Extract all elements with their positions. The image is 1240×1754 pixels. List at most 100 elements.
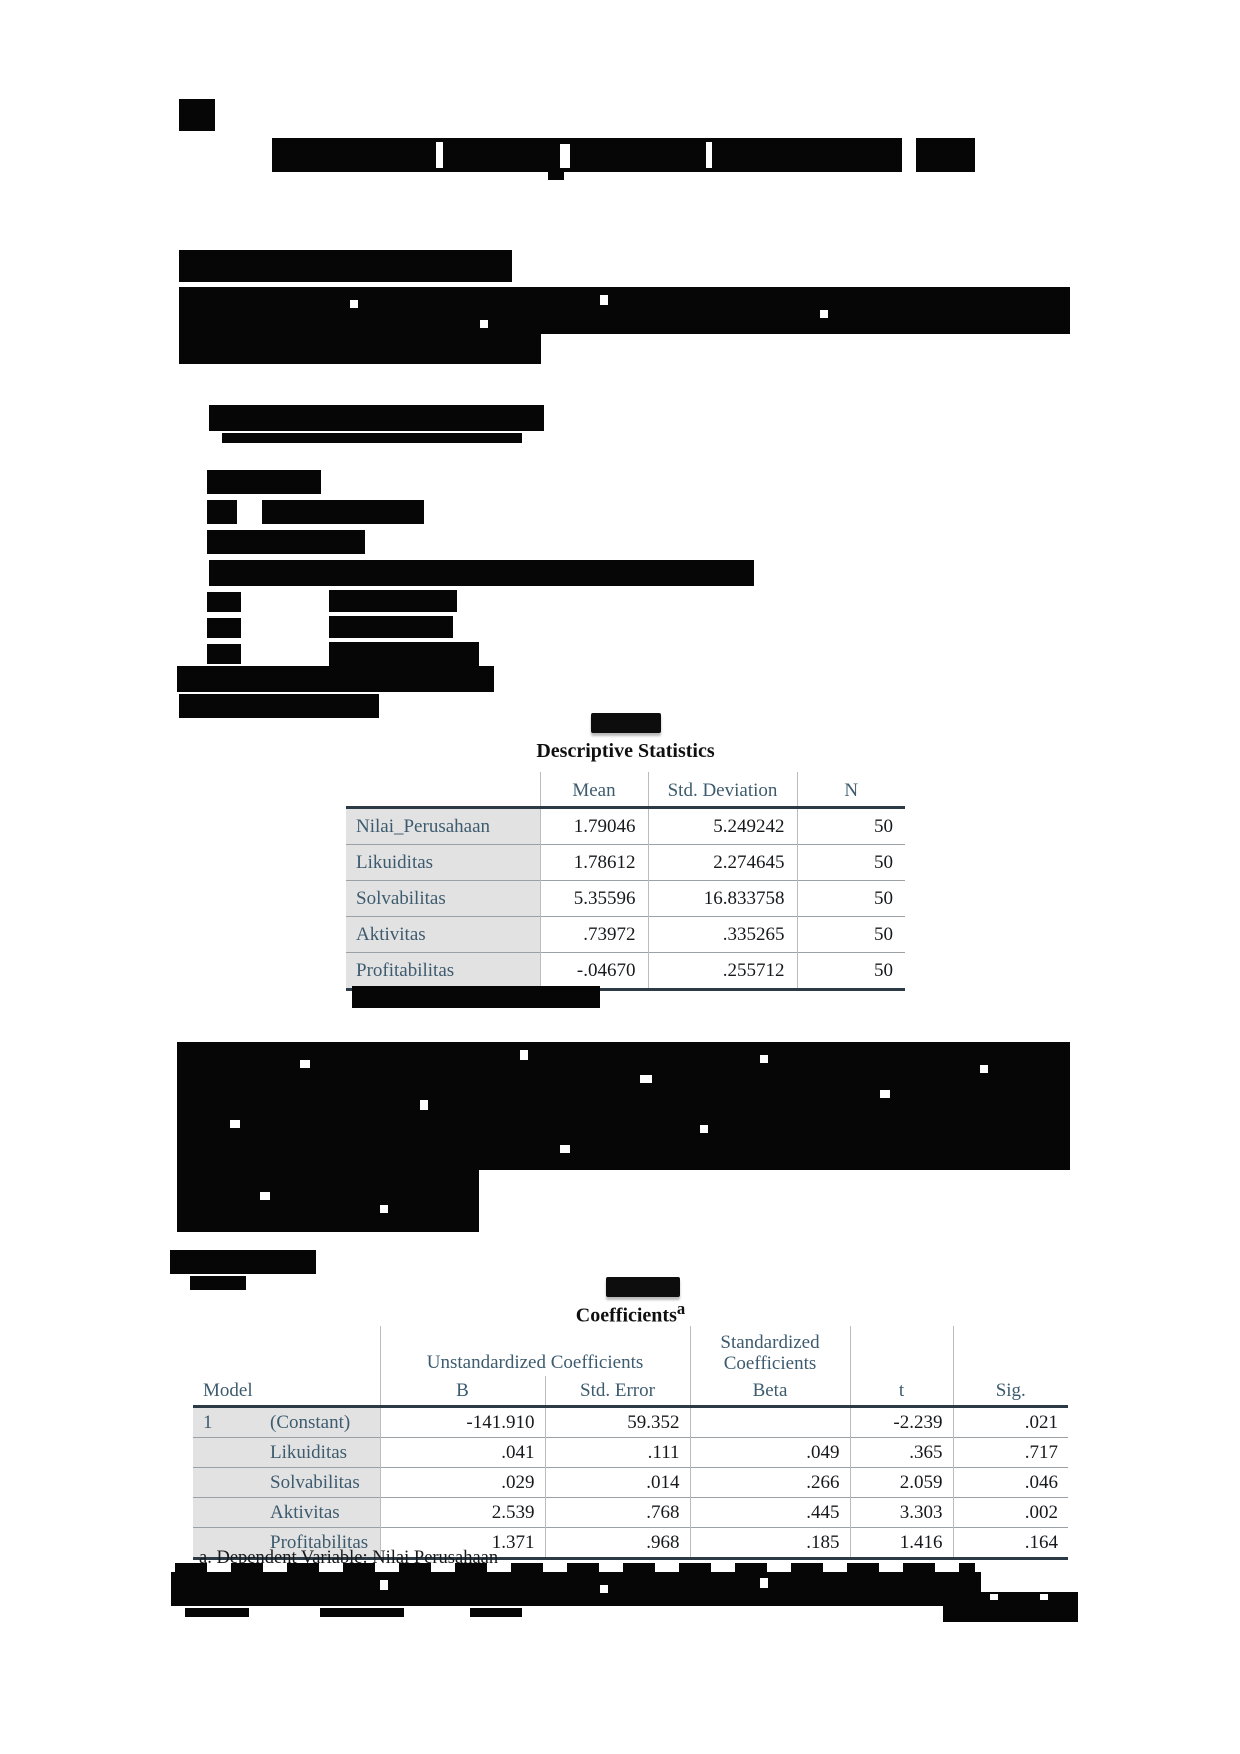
n-value: 50 [796, 806, 905, 845]
table-row: Solvabilitas .029 .014 .266 2.059 .046 [193, 1467, 1068, 1498]
redaction-list-item [329, 642, 479, 666]
table-row: Likuiditas 1.78612 2.274645 50 [346, 844, 905, 881]
redaction-list-item [262, 500, 424, 524]
redaction-paragraph-tail [177, 1170, 479, 1232]
n-value: 50 [796, 916, 905, 953]
mean-value: 1.78612 [539, 844, 648, 881]
beta-column-header: Beta [689, 1376, 850, 1408]
redaction-gap [640, 1075, 652, 1083]
redaction-heading-line2 [179, 694, 379, 718]
std-error-value: .968 [544, 1527, 690, 1560]
row-label: Nilai_Perusahaan [346, 806, 540, 845]
table-row: Solvabilitas 5.35596 16.833758 50 [346, 880, 905, 917]
redaction-square [179, 99, 215, 131]
mean-value: .73972 [539, 916, 648, 953]
coefficients-table-title: Coefficientsa [193, 1299, 1068, 1328]
redaction-heading [209, 405, 544, 431]
std-deviation-value: 5.249242 [647, 806, 797, 845]
redaction-gap [420, 1100, 428, 1110]
sig-value: .717 [952, 1437, 1068, 1468]
descriptive-statistics-table: Mean Std. Deviation N Nilai_Perusahaan 1… [346, 772, 905, 991]
t-value: 2.059 [849, 1467, 953, 1498]
b-value: .029 [379, 1467, 545, 1498]
redaction-gap [760, 1578, 768, 1588]
redaction-list-item [207, 618, 241, 638]
sig-value: .021 [952, 1406, 1068, 1438]
mean-value: 1.79046 [539, 806, 648, 845]
coefficients-table: Unstandardized Coefficients Standardized… [193, 1326, 1068, 1560]
row-label: Aktivitas [260, 1497, 380, 1528]
table-header-row: Model B Std. Error Beta t Sig. [193, 1376, 1068, 1408]
redaction-gap [230, 1120, 240, 1128]
redaction-paragraph [179, 287, 1070, 334]
redaction-ragged-edge [175, 1563, 975, 1572]
redaction-tail [185, 1608, 249, 1617]
column-header-mean: Mean [539, 772, 648, 808]
row-label: Profitabilitas [260, 1527, 380, 1560]
sig-value: .046 [952, 1467, 1068, 1498]
redaction-paragraph-tail [179, 334, 541, 364]
beta-value: .445 [689, 1497, 850, 1528]
redacted-table-label [606, 1277, 680, 1297]
redaction-right-chunk [943, 1592, 1078, 1622]
row-label: Likuiditas [260, 1437, 380, 1468]
table-row: Nilai_Perusahaan 1.79046 5.249242 50 [346, 806, 905, 845]
std-deviation-value: .255712 [647, 952, 797, 991]
coefficients-title-text: Coefficients [575, 1304, 677, 1327]
redaction-title-bar [272, 138, 975, 172]
redaction-list-item [207, 592, 241, 612]
std-error-column-header: Std. Error [544, 1376, 690, 1408]
redaction-bottom-bar [171, 1572, 981, 1606]
table-row: 1 (Constant) -141.910 59.352 -2.239 .021 [193, 1406, 1068, 1438]
beta-value: .049 [689, 1437, 850, 1468]
std-deviation-value: 2.274645 [647, 844, 797, 881]
b-column-header: B [379, 1376, 545, 1408]
model-number: 1 [193, 1406, 260, 1438]
b-value: .041 [379, 1437, 545, 1468]
beta-value [689, 1406, 850, 1438]
redaction-descender [548, 172, 564, 180]
redaction-gap [902, 138, 916, 172]
mean-value: 5.35596 [539, 880, 648, 917]
redaction-heading [170, 1250, 316, 1274]
redaction-table-source [352, 986, 600, 1008]
redaction-gap [300, 1060, 310, 1068]
redaction-gap [600, 295, 608, 305]
row-label: (Constant) [260, 1406, 380, 1438]
redaction-paragraph-block [177, 1042, 1070, 1170]
descriptive-table-title: Descriptive Statistics [536, 740, 715, 762]
redaction-gap [380, 1205, 388, 1213]
b-value: 1.371 [379, 1527, 545, 1560]
redaction-tail [320, 1608, 404, 1617]
redaction-gap [260, 1192, 270, 1200]
t-column-header: t [849, 1376, 953, 1408]
redaction-list-item [207, 530, 365, 554]
b-value: 2.539 [379, 1497, 545, 1528]
redaction-heading-fringe [222, 433, 522, 443]
redaction-list-item [329, 590, 457, 612]
redaction-gap [700, 1125, 708, 1133]
n-value: 50 [796, 952, 905, 991]
row-label: Profitabilitas [346, 952, 540, 991]
beta-value: .266 [689, 1467, 850, 1498]
redaction-heading [177, 666, 494, 692]
table-row: Aktivitas 2.539 .768 .445 3.303 .002 [193, 1497, 1068, 1528]
redaction-gap [380, 1580, 388, 1590]
redaction-gap [600, 1585, 608, 1593]
model-column-header: Model [193, 1376, 260, 1408]
beta-value: .185 [689, 1527, 850, 1560]
redaction-gap [520, 1050, 528, 1060]
coefficients-title-superscript: a [676, 1299, 686, 1318]
t-value: 3.303 [849, 1497, 953, 1528]
mean-value: -.04670 [539, 952, 648, 991]
redaction-gap [350, 300, 358, 308]
std-error-value: .768 [544, 1497, 690, 1528]
unstandardized-coefficients-header: Unstandardized Coefficients [379, 1326, 690, 1376]
table-header-row: Mean Std. Deviation N [346, 772, 905, 808]
redaction-gap [436, 142, 443, 168]
column-header-n: N [796, 772, 905, 808]
redaction-gap [560, 1145, 570, 1153]
sig-column-header: Sig. [952, 1376, 1068, 1408]
sig-value: .002 [952, 1497, 1068, 1528]
n-value: 50 [796, 844, 905, 881]
